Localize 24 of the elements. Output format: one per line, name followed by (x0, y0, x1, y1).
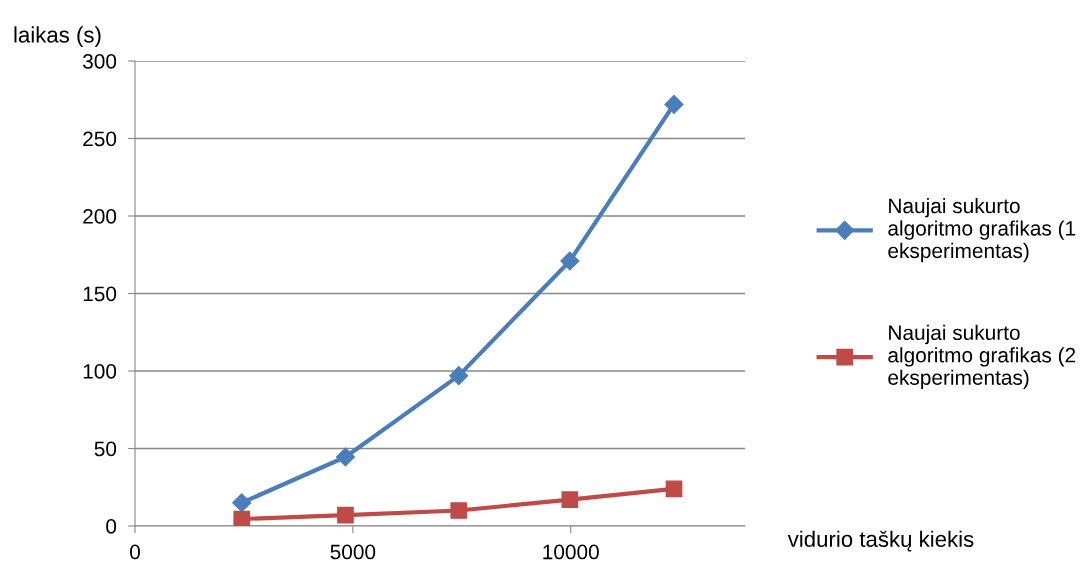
y-tick-label: 200 (83, 209, 117, 224)
y-tick-label: 50 (94, 441, 117, 457)
point (561, 491, 579, 508)
legend-label: Naujai sukurto algoritmo grafikas (2 eksperimentas) (888, 324, 1076, 390)
point (337, 506, 354, 524)
y-axis-title: laikas (s) (14, 26, 101, 48)
x-axis-title: vidurio taškų kiekis (787, 530, 974, 552)
legend-label: Naujai sukurto algoritmo grafikas (1 eksperimentas) (888, 197, 1076, 263)
point (560, 251, 580, 271)
point (232, 493, 252, 513)
point (449, 366, 469, 386)
y-tick-label: 0 (106, 519, 117, 534)
x-tick-label: 10000 (543, 544, 599, 560)
x-tick-label: 0 (130, 544, 140, 560)
point (665, 480, 683, 498)
y-tick-label: 150 (83, 286, 117, 302)
x-tick-label: 5000 (330, 544, 376, 560)
point (335, 447, 355, 467)
y-tick-label: 250 (83, 131, 117, 147)
point (664, 94, 684, 114)
y-tick-label: 100 (83, 364, 117, 379)
point (450, 502, 468, 519)
point (233, 510, 251, 526)
y-tick-label: 300 (82, 54, 117, 69)
